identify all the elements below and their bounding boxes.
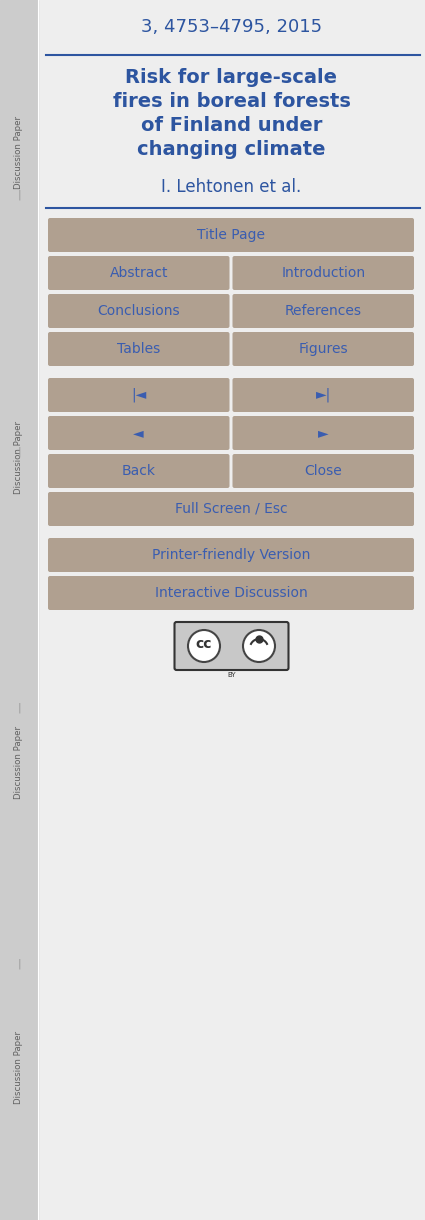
- Text: Abstract: Abstract: [110, 266, 168, 281]
- FancyBboxPatch shape: [232, 332, 414, 366]
- Text: 3, 4753–4795, 2015: 3, 4753–4795, 2015: [141, 18, 322, 37]
- Text: BY: BY: [227, 672, 236, 678]
- Bar: [0, 0, 38, 1220]
- FancyBboxPatch shape: [48, 294, 230, 328]
- FancyBboxPatch shape: [48, 256, 230, 290]
- Text: I. Lehtonen et al.: I. Lehtonen et al.: [162, 178, 302, 196]
- FancyBboxPatch shape: [232, 294, 414, 328]
- Text: |: |: [17, 447, 21, 456]
- Text: Printer-friendly Version: Printer-friendly Version: [152, 548, 310, 562]
- FancyBboxPatch shape: [48, 378, 230, 412]
- FancyBboxPatch shape: [232, 454, 414, 488]
- Text: Title Page: Title Page: [197, 228, 265, 242]
- Text: Discussion Paper: Discussion Paper: [14, 1031, 23, 1104]
- Text: ►: ►: [318, 426, 329, 440]
- Text: of Finland under: of Finland under: [141, 116, 322, 135]
- Text: Discussion Paper: Discussion Paper: [14, 116, 23, 189]
- Text: Figures: Figures: [298, 342, 348, 356]
- Text: |: |: [17, 190, 21, 200]
- Text: ◄: ◄: [133, 426, 144, 440]
- FancyBboxPatch shape: [48, 576, 414, 610]
- Text: cc: cc: [196, 637, 212, 651]
- FancyBboxPatch shape: [48, 454, 230, 488]
- FancyBboxPatch shape: [48, 492, 414, 526]
- Text: Close: Close: [304, 464, 342, 478]
- Text: |: |: [17, 703, 21, 712]
- Text: fires in boreal forests: fires in boreal forests: [113, 92, 351, 111]
- FancyBboxPatch shape: [48, 332, 230, 366]
- Text: Discussion Paper: Discussion Paper: [14, 421, 23, 494]
- FancyBboxPatch shape: [232, 256, 414, 290]
- Text: |: |: [17, 959, 21, 969]
- FancyBboxPatch shape: [232, 378, 414, 412]
- Text: Full Screen / Esc: Full Screen / Esc: [175, 501, 287, 516]
- Text: Discussion Paper: Discussion Paper: [14, 726, 23, 799]
- Text: changing climate: changing climate: [137, 140, 326, 159]
- FancyBboxPatch shape: [48, 538, 414, 572]
- Text: Interactive Discussion: Interactive Discussion: [155, 586, 307, 600]
- Text: Conclusions: Conclusions: [97, 304, 180, 318]
- Text: Back: Back: [122, 464, 156, 478]
- Circle shape: [188, 630, 220, 662]
- FancyBboxPatch shape: [232, 416, 414, 450]
- Text: Risk for large-scale: Risk for large-scale: [125, 68, 337, 87]
- Text: |◄: |◄: [131, 388, 146, 403]
- FancyBboxPatch shape: [48, 416, 230, 450]
- Text: ►|: ►|: [316, 388, 331, 403]
- Text: References: References: [285, 304, 362, 318]
- FancyBboxPatch shape: [175, 622, 289, 670]
- Text: Introduction: Introduction: [281, 266, 366, 281]
- Circle shape: [243, 630, 275, 662]
- FancyBboxPatch shape: [48, 218, 414, 253]
- Text: Tables: Tables: [117, 342, 160, 356]
